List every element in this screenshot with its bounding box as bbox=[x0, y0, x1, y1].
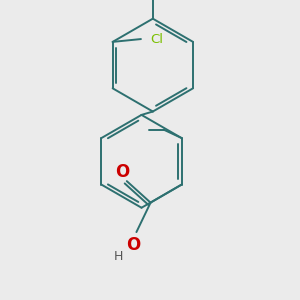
Text: O: O bbox=[127, 236, 141, 253]
Text: Cl: Cl bbox=[151, 33, 164, 46]
Text: H: H bbox=[114, 250, 123, 263]
Text: O: O bbox=[115, 163, 129, 181]
